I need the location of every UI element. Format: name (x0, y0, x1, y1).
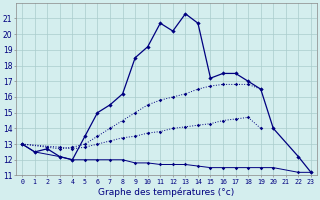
X-axis label: Graphe des températures (°c): Graphe des températures (°c) (99, 188, 235, 197)
